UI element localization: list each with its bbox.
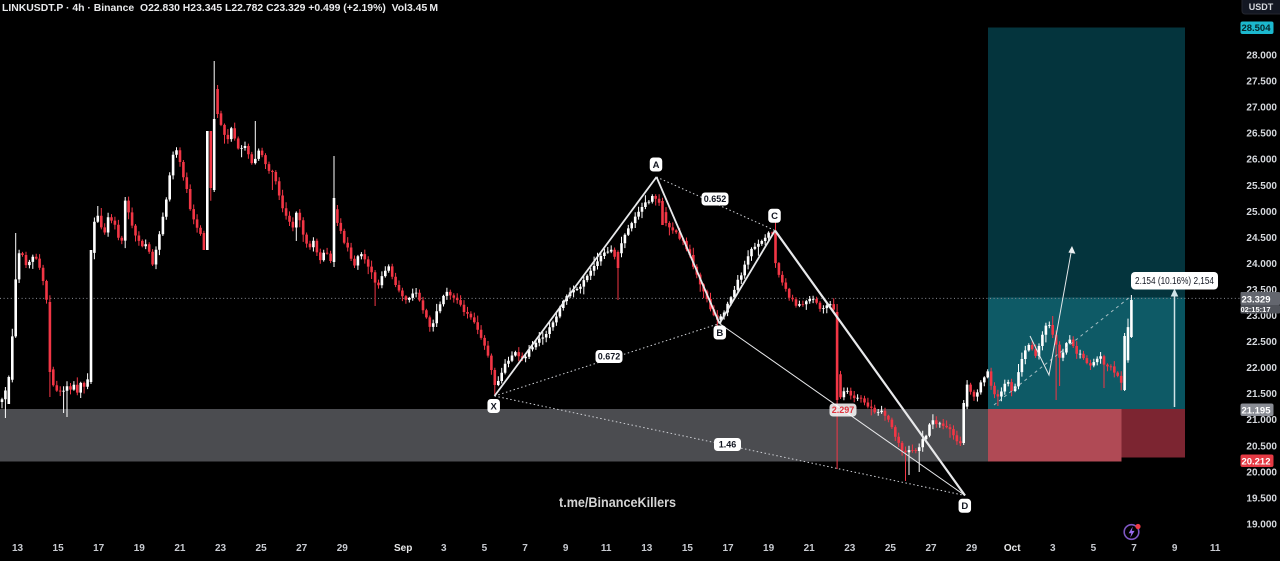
svg-text:A: A (653, 160, 660, 171)
svg-text:LINKUSDT.P · 4h · Binance O22: LINKUSDT.P · 4h · Binance O22.830 H23.34… (2, 3, 438, 14)
svg-text:5: 5 (1091, 543, 1097, 554)
svg-text:7: 7 (1131, 543, 1137, 554)
svg-text:19.000: 19.000 (1246, 519, 1277, 530)
svg-text:26.500: 26.500 (1246, 129, 1277, 140)
svg-text:20.212: 20.212 (1241, 456, 1270, 467)
svg-text:28.504: 28.504 (1241, 23, 1271, 34)
svg-text:11: 11 (1210, 543, 1221, 554)
svg-text:21.195: 21.195 (1241, 405, 1271, 416)
svg-text:21.500: 21.500 (1246, 389, 1277, 400)
svg-text:Oct: Oct (1004, 543, 1021, 554)
svg-text:29: 29 (337, 543, 349, 554)
svg-text:0.652: 0.652 (704, 194, 727, 204)
svg-text:13: 13 (641, 543, 653, 554)
svg-text:19: 19 (763, 543, 775, 554)
svg-text:27.000: 27.000 (1246, 103, 1277, 114)
svg-text:25.000: 25.000 (1246, 207, 1277, 218)
svg-text:15: 15 (53, 543, 65, 554)
svg-text:11: 11 (601, 543, 612, 554)
svg-text:22.500: 22.500 (1246, 337, 1277, 348)
svg-text:21: 21 (174, 543, 186, 554)
svg-text:2.297: 2.297 (832, 405, 855, 415)
svg-text:25.500: 25.500 (1246, 181, 1277, 192)
svg-text:2.154 (10.16%) 2,154: 2.154 (10.16%) 2,154 (1135, 276, 1214, 287)
svg-text:23: 23 (844, 543, 856, 554)
svg-text:26.000: 26.000 (1246, 155, 1277, 166)
svg-text:3: 3 (1050, 543, 1056, 554)
svg-text:24.500: 24.500 (1246, 233, 1277, 244)
svg-text:D: D (961, 501, 968, 512)
svg-text:17: 17 (93, 543, 105, 554)
svg-text:USDT: USDT (1249, 2, 1274, 12)
svg-text:02:15:17: 02:15:17 (1240, 305, 1270, 314)
svg-text:13: 13 (12, 543, 24, 554)
svg-text:Sep: Sep (394, 543, 412, 554)
svg-text:C: C (771, 211, 778, 222)
svg-text:0.672: 0.672 (598, 352, 621, 362)
svg-text:19.500: 19.500 (1246, 493, 1277, 504)
svg-text:29: 29 (966, 543, 978, 554)
svg-text:X: X (491, 401, 498, 412)
svg-text:20.500: 20.500 (1246, 441, 1277, 452)
svg-text:27: 27 (296, 543, 308, 554)
svg-text:20.000: 20.000 (1246, 467, 1277, 478)
svg-text:7: 7 (522, 543, 528, 554)
svg-text:22.000: 22.000 (1246, 363, 1277, 374)
svg-text:27.500: 27.500 (1246, 77, 1277, 88)
svg-text:28.000: 28.000 (1246, 51, 1277, 62)
svg-text:1.46: 1.46 (719, 440, 737, 450)
svg-text:23.329: 23.329 (1241, 294, 1270, 305)
svg-text:27: 27 (925, 543, 937, 554)
svg-text:17: 17 (722, 543, 734, 554)
svg-text:21.000: 21.000 (1246, 415, 1277, 426)
svg-text:24.000: 24.000 (1246, 259, 1277, 270)
svg-text:25: 25 (885, 543, 897, 554)
svg-text:25: 25 (256, 543, 268, 554)
svg-text:3: 3 (441, 543, 447, 554)
svg-text:15: 15 (682, 543, 694, 554)
svg-text:23: 23 (215, 543, 227, 554)
svg-text:9: 9 (563, 543, 569, 554)
svg-text:21: 21 (804, 543, 816, 554)
svg-text:19: 19 (134, 543, 146, 554)
svg-text:B: B (716, 328, 723, 339)
svg-text:9: 9 (1172, 543, 1178, 554)
svg-text:5: 5 (482, 543, 488, 554)
svg-text:t.me/BinanceKillers: t.me/BinanceKillers (559, 495, 676, 510)
